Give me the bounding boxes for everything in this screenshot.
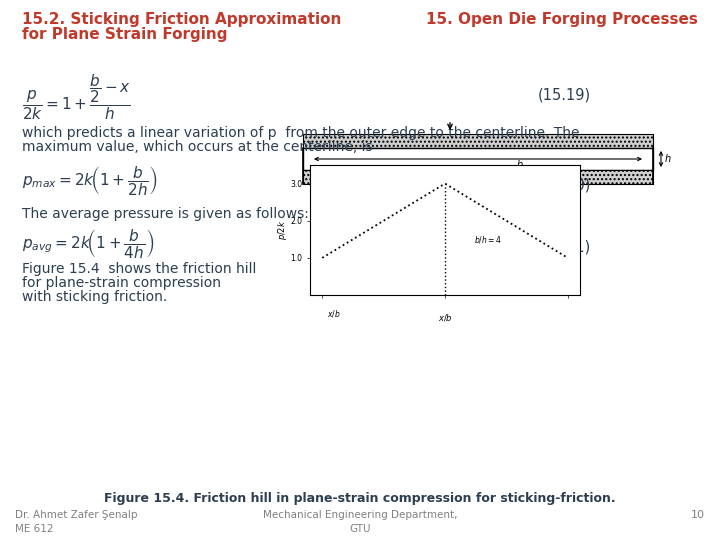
Text: 15. Open Die Forging Processes: 15. Open Die Forging Processes xyxy=(426,12,698,27)
Text: for Plane Strain Forging: for Plane Strain Forging xyxy=(22,27,228,42)
Text: maximum value, which occurs at the centerline, is: maximum value, which occurs at the cente… xyxy=(22,140,373,154)
Text: (15.21): (15.21) xyxy=(538,240,591,255)
Bar xyxy=(303,148,653,170)
Text: with sticking friction.: with sticking friction. xyxy=(22,290,167,304)
Text: 15.2. Sticking Friction Approximation: 15.2. Sticking Friction Approximation xyxy=(22,12,341,27)
Text: 10: 10 xyxy=(691,510,705,520)
Text: Figure 15.4  shows the friction hill: Figure 15.4 shows the friction hill xyxy=(22,262,256,276)
Text: Figure 15.4. Friction hill in plane-strain compression for sticking-friction.: Figure 15.4. Friction hill in plane-stra… xyxy=(104,492,616,505)
Text: Dr. Ahmet Zafer Şenalp
ME 612: Dr. Ahmet Zafer Şenalp ME 612 xyxy=(15,510,138,534)
Text: The average pressure is given as follows:: The average pressure is given as follows… xyxy=(22,207,309,221)
Text: $x/b$: $x/b$ xyxy=(327,308,341,319)
Bar xyxy=(303,170,653,184)
Text: Mechanical Engineering Department,
GTU: Mechanical Engineering Department, GTU xyxy=(263,510,457,534)
Y-axis label: $p/2k$: $p/2k$ xyxy=(276,220,289,240)
X-axis label: $x/b$: $x/b$ xyxy=(438,312,452,322)
Text: (15.19): (15.19) xyxy=(538,88,591,103)
Text: (15.20): (15.20) xyxy=(538,178,591,193)
Text: h: h xyxy=(665,154,671,164)
Text: $b/h = 4$: $b/h = 4$ xyxy=(474,234,503,245)
Text: which predicts a linear variation of p  from the outer edge to the centerline. T: which predicts a linear variation of p f… xyxy=(22,126,580,140)
Text: for plane-strain compression: for plane-strain compression xyxy=(22,276,221,290)
Text: b: b xyxy=(517,160,523,170)
Bar xyxy=(303,134,653,148)
Text: $p_{avg} = 2k\!\left(1 + \dfrac{b}{4h}\right)$: $p_{avg} = 2k\!\left(1 + \dfrac{b}{4h}\r… xyxy=(22,227,154,260)
Text: $\dfrac{p}{2k} = 1 + \dfrac{\dfrac{b}{2} - x}{h}$: $\dfrac{p}{2k} = 1 + \dfrac{\dfrac{b}{2}… xyxy=(22,72,131,122)
Text: $p_{max} = 2k\!\left(1 + \dfrac{b}{2h}\right)$: $p_{max} = 2k\!\left(1 + \dfrac{b}{2h}\r… xyxy=(22,164,158,197)
